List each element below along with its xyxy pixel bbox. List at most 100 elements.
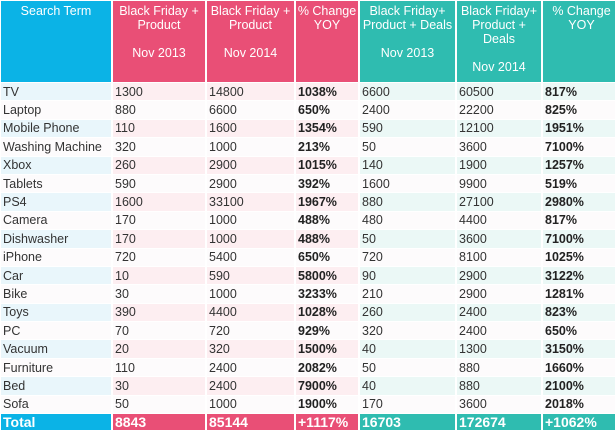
table-row: Laptop 880 6600 650% 2400 22200 825% — [1, 101, 615, 119]
column-header: % Change YOY — [543, 1, 615, 82]
column-header: % Change YOY — [296, 1, 358, 82]
table-row: Bed 30 2400 7900% 40 880 2100% — [1, 377, 615, 395]
value-cell: 2082% — [296, 358, 358, 377]
value-cell: 90 — [360, 266, 455, 285]
search-term-cell: TV — [1, 83, 111, 101]
value-cell: 30 — [113, 285, 205, 303]
value-cell: 3150% — [543, 340, 615, 358]
value-cell: 50 — [360, 358, 455, 377]
value-cell: 1281% — [543, 285, 615, 303]
search-term-cell: Camera — [1, 211, 111, 230]
value-cell: 2900 — [207, 156, 294, 174]
value-cell: 488% — [296, 211, 358, 230]
value-cell: 70 — [113, 322, 205, 340]
value-cell: 110 — [113, 119, 205, 138]
value-cell: 7900% — [296, 377, 358, 395]
value-cell: 40 — [360, 340, 455, 358]
value-cell: 880 — [113, 101, 205, 119]
value-cell: 8100 — [457, 248, 541, 266]
search-term-cell: Total — [1, 414, 111, 431]
column-header-title: % Change YOY — [297, 4, 357, 32]
value-cell: 1600 — [113, 193, 205, 211]
value-cell: 2400 — [207, 358, 294, 377]
table-row: iPhone 720 5400 650% 720 8100 1025% — [1, 248, 615, 266]
value-cell: 1300 — [113, 83, 205, 101]
value-cell: 50 — [113, 395, 205, 414]
value-cell: 1900 — [457, 156, 541, 174]
value-cell: 50 — [360, 138, 455, 156]
value-cell: 880 — [457, 358, 541, 377]
value-cell: 170 — [113, 211, 205, 230]
value-cell: 817% — [543, 211, 615, 230]
search-term-cell: PS4 — [1, 193, 111, 211]
value-cell: 140 — [360, 156, 455, 174]
value-cell: 27100 — [457, 193, 541, 211]
value-cell: 50 — [360, 230, 455, 248]
table-row: Bike 30 1000 3233% 210 2900 1281% — [1, 285, 615, 303]
value-cell: 7100% — [543, 138, 615, 156]
value-cell: 2400 — [207, 377, 294, 395]
search-term-cell: Bed — [1, 377, 111, 395]
value-cell: 2400 — [360, 101, 455, 119]
value-cell: 2900 — [207, 174, 294, 193]
value-cell: 650% — [543, 322, 615, 340]
value-cell: 1000 — [207, 211, 294, 230]
value-cell: 720 — [360, 248, 455, 266]
value-cell: 2980% — [543, 193, 615, 211]
value-cell: 650% — [296, 248, 358, 266]
column-header: Black Friday + Product Nov 2014 — [207, 1, 294, 82]
value-cell: 720 — [113, 248, 205, 266]
value-cell: 170 — [113, 230, 205, 248]
table-row: Car 10 590 5800% 90 2900 3122% — [1, 266, 615, 285]
column-header-title: Black Friday+ Product + Deals — [362, 4, 453, 32]
table-row: Sofa 50 1000 1900% 170 3600 2018% — [1, 395, 615, 414]
column-header: Search Term — [1, 1, 111, 82]
value-cell: 22200 — [457, 101, 541, 119]
table-row: Vacuum 20 320 1500% 40 1300 3150% — [1, 340, 615, 358]
value-cell: 12100 — [457, 119, 541, 138]
search-term-cell: Dishwasher — [1, 230, 111, 248]
value-cell: 1600 — [207, 119, 294, 138]
column-header-period: Nov 2013 — [132, 46, 186, 60]
value-cell: 2900 — [457, 285, 541, 303]
value-cell: 3233% — [296, 285, 358, 303]
value-cell: 390 — [113, 303, 205, 322]
search-term-cell: Vacuum — [1, 340, 111, 358]
search-term-cell: Bike — [1, 285, 111, 303]
value-cell: 519% — [543, 174, 615, 193]
value-cell: 3600 — [457, 138, 541, 156]
value-cell: 10 — [113, 266, 205, 285]
value-cell: 4400 — [207, 303, 294, 322]
table-row: Xbox 260 2900 1015% 140 1900 1257% — [1, 156, 615, 174]
table-row: Dishwasher 170 1000 488% 50 3600 7100% — [1, 230, 615, 248]
value-cell: 1000 — [207, 230, 294, 248]
value-cell: 1000 — [207, 285, 294, 303]
search-term-cell: Toys — [1, 303, 111, 322]
value-cell: 320 — [207, 340, 294, 358]
value-cell: 4400 — [457, 211, 541, 230]
value-cell: 213% — [296, 138, 358, 156]
value-cell: 6600 — [360, 83, 455, 101]
value-cell: 2900 — [457, 266, 541, 285]
value-cell: 2018% — [543, 395, 615, 414]
table-row: Tablets 590 2900 392% 1600 9900 519% — [1, 174, 615, 193]
value-cell: 60500 — [457, 83, 541, 101]
value-cell: 320 — [113, 138, 205, 156]
table-row: PC 70 720 929% 320 2400 650% — [1, 322, 615, 340]
value-cell: 825% — [543, 101, 615, 119]
value-cell: 650% — [296, 101, 358, 119]
value-cell: 3600 — [457, 395, 541, 414]
column-header-period: Nov 2014 — [223, 46, 278, 60]
value-cell: 2400 — [457, 303, 541, 322]
value-cell: 480 — [360, 211, 455, 230]
value-cell: 590 — [207, 266, 294, 285]
value-cell: 880 — [457, 377, 541, 395]
column-header: Black Friday + Product Nov 2013 — [113, 1, 205, 82]
value-cell: 929% — [296, 322, 358, 340]
value-cell: 320 — [360, 322, 455, 340]
value-cell: 1660% — [543, 358, 615, 377]
value-cell: 33100 — [207, 193, 294, 211]
value-cell: 110 — [113, 358, 205, 377]
value-cell: 488% — [296, 230, 358, 248]
